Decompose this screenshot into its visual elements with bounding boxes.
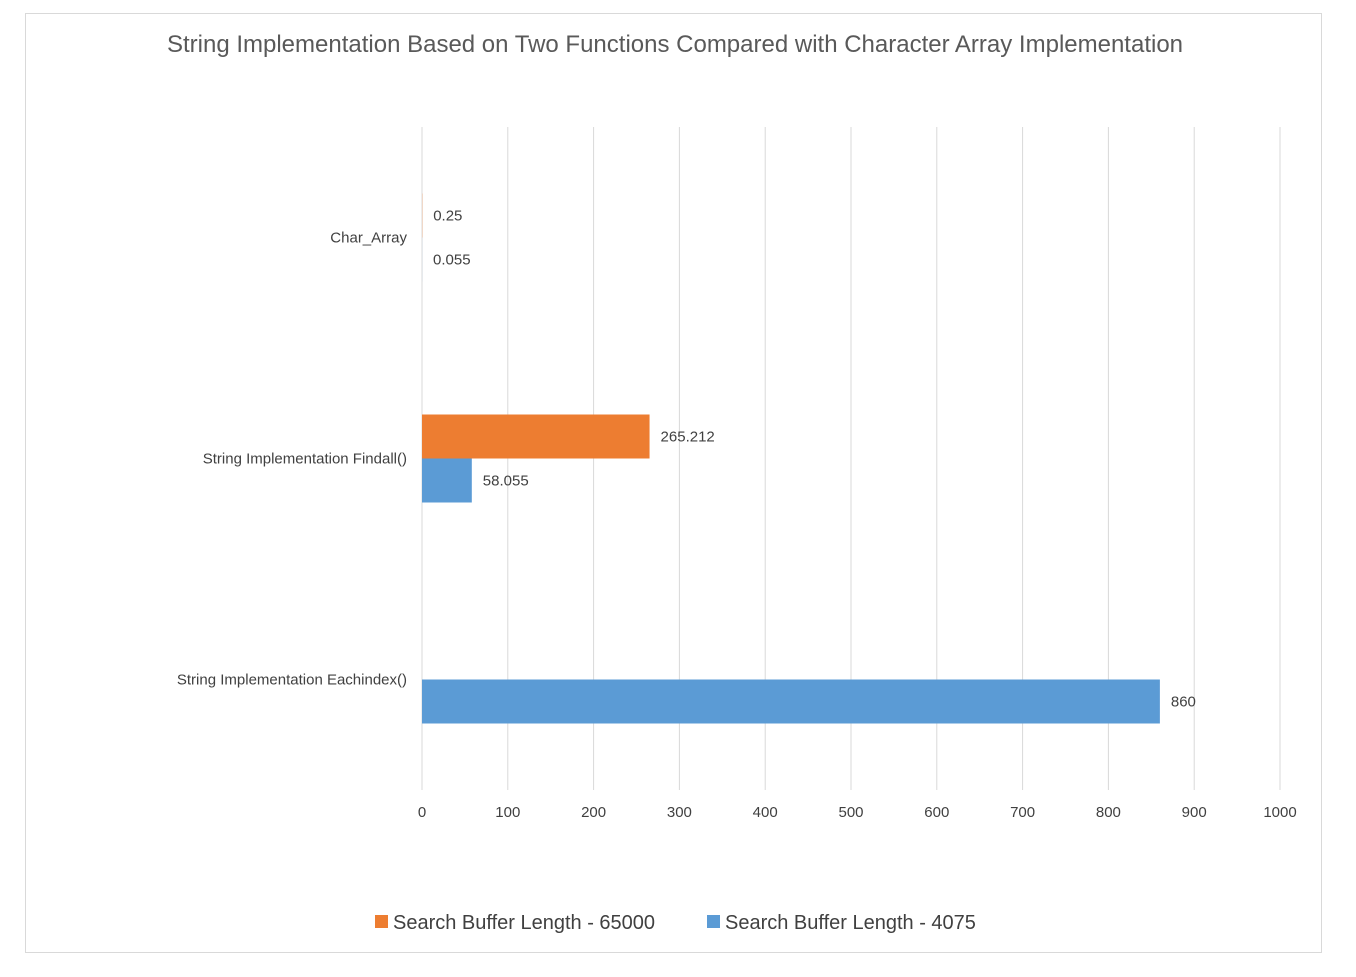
data-label: 0.055 [433, 252, 471, 269]
legend-label-1: Search Buffer Length - 4075 [725, 912, 976, 934]
legend-swatch-1 [707, 915, 720, 928]
category-label: String Implementation Findall() [203, 451, 407, 468]
tick-labels: 0 100 200 300 400 500 600 700 800 900 1000 [418, 804, 1297, 821]
x-tick-label: 200 [581, 804, 606, 821]
x-tick-label: 300 [667, 804, 692, 821]
x-tick-label: 900 [1182, 804, 1207, 821]
x-tick-label: 600 [924, 804, 949, 821]
x-tick-label: 400 [753, 804, 778, 821]
chart-title: String Implementation Based on Two Funct… [166, 31, 1184, 58]
data-label: 265.212 [661, 429, 715, 446]
chart-frame [25, 13, 1322, 953]
x-tick-label: 500 [838, 804, 863, 821]
bar-blue-1 [422, 458, 472, 503]
data-labels: 0.25 0.055 265.212 58.055 860 [433, 208, 1196, 711]
legend-swatch-0 [375, 915, 388, 928]
category-label: Char_Array [330, 230, 407, 247]
bar-blue-2 [422, 679, 1160, 724]
data-label: 860 [1171, 694, 1196, 711]
bars [422, 193, 1160, 724]
legend: Search Buffer Length - 65000 Search Buffe… [375, 912, 976, 934]
bar-orange-1 [422, 414, 650, 459]
data-label: 58.055 [483, 473, 529, 490]
x-tick-label: 1000 [1263, 804, 1296, 821]
category-label: String Implementation Eachindex() [177, 672, 407, 689]
data-label: 0.25 [433, 208, 462, 225]
legend-label-0: Search Buffer Length - 65000 [393, 912, 655, 934]
x-tick-label: 100 [495, 804, 520, 821]
x-tick-label: 700 [1010, 804, 1035, 821]
category-labels: Char_Array String Implementation Findall(… [177, 230, 408, 689]
x-tick-label: 800 [1096, 804, 1121, 821]
x-tick-label: 0 [418, 804, 426, 821]
